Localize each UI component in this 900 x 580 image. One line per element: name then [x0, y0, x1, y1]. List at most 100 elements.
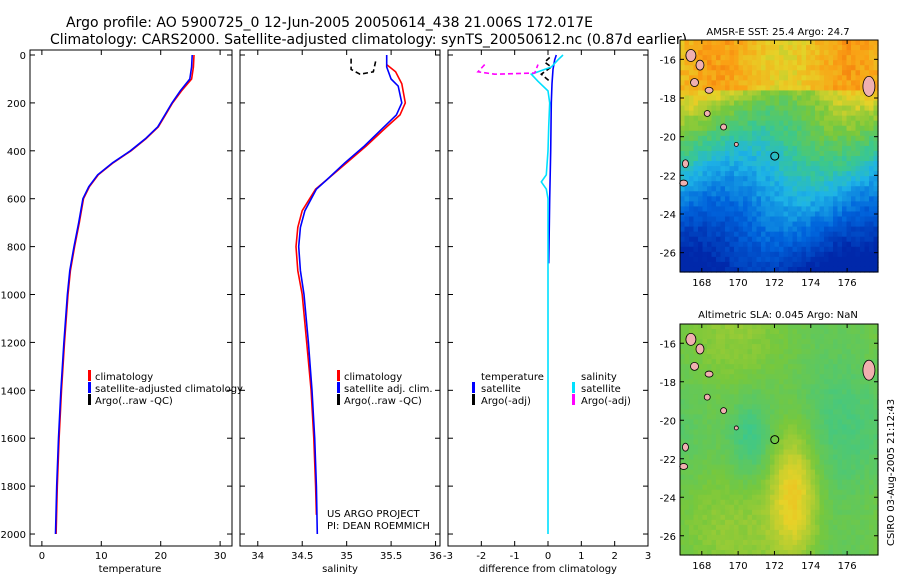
map-cell — [725, 434, 731, 441]
map-cell — [693, 389, 699, 395]
map-cell — [747, 499, 753, 506]
map-cell — [846, 65, 852, 71]
map-cell — [725, 226, 731, 233]
map-cell — [774, 105, 780, 112]
map-cell — [689, 544, 695, 551]
map-cell — [770, 186, 776, 192]
map-cell — [770, 80, 776, 86]
map-cell — [779, 439, 785, 446]
map-cell — [729, 85, 735, 92]
map-cell — [765, 140, 771, 147]
map-cell — [842, 266, 848, 273]
map-cell — [756, 55, 762, 61]
legend-temp-argo: Argo(-adj) — [481, 396, 531, 407]
map-cell — [707, 529, 713, 536]
map-cell — [743, 459, 749, 466]
map-cell — [860, 45, 866, 51]
map-cell — [729, 334, 735, 340]
map-cell — [828, 374, 834, 380]
map-cell — [860, 65, 866, 71]
map-cell — [819, 404, 825, 410]
map-cell — [815, 65, 821, 71]
map-cell — [783, 50, 789, 56]
map-cell — [729, 379, 735, 385]
map-cell — [797, 494, 803, 501]
map-cell — [797, 439, 803, 446]
map-cell — [864, 349, 870, 355]
map-cell — [842, 95, 848, 102]
map-cell — [711, 100, 717, 107]
map-cell — [810, 266, 816, 273]
map-cell — [707, 354, 713, 360]
map-cell — [752, 55, 758, 61]
map-cell — [747, 130, 753, 137]
map-cell — [680, 499, 686, 506]
map-cell — [770, 221, 776, 228]
map-cell — [846, 221, 852, 228]
map-cell — [689, 549, 695, 556]
map-cell — [756, 45, 762, 51]
map-cell — [770, 110, 776, 117]
map-cell — [689, 156, 695, 162]
map-cell — [792, 429, 798, 436]
map-cell — [689, 120, 695, 127]
map-cell — [743, 514, 749, 521]
map-cell — [806, 145, 812, 152]
map-cell — [851, 186, 857, 192]
map-cell — [860, 339, 866, 345]
map-cell — [711, 339, 717, 345]
map-cell — [720, 489, 726, 496]
map-cell — [747, 70, 753, 76]
map-cell — [747, 120, 753, 127]
map-cell — [824, 191, 830, 197]
map-cell — [774, 135, 780, 142]
map-cell — [779, 130, 785, 137]
header-line2: Climatology: CARS2000. Satellite-adjuste… — [50, 32, 687, 48]
map-cell — [734, 60, 740, 66]
map-cell — [693, 504, 699, 511]
map-cell — [828, 266, 834, 273]
map-cell — [720, 110, 726, 117]
map-cell — [792, 186, 798, 192]
map-cell — [855, 140, 861, 147]
map-cell — [828, 186, 834, 192]
map-cell — [806, 201, 812, 208]
map-cell — [689, 60, 695, 66]
map-cell — [828, 359, 834, 365]
map-cell — [783, 349, 789, 355]
map-cell — [815, 236, 821, 243]
map-cell — [752, 201, 758, 208]
map-cell — [702, 324, 708, 330]
map-cell — [747, 349, 753, 355]
map-cell — [828, 226, 834, 233]
map-cell — [729, 246, 735, 253]
map-cell — [680, 125, 686, 132]
map-cell — [860, 246, 866, 253]
map-cell — [752, 374, 758, 380]
map-cell — [747, 140, 753, 147]
map-cell — [833, 424, 839, 431]
map-cell — [851, 449, 857, 456]
map-cell — [873, 389, 879, 395]
map-cell — [824, 329, 830, 335]
map-cell — [725, 539, 731, 546]
map-cell — [765, 544, 771, 551]
map-cell — [792, 529, 798, 536]
map-cell — [792, 544, 798, 551]
map-cell — [860, 389, 866, 395]
map-cell — [702, 474, 708, 481]
map-cell — [761, 459, 767, 466]
map-cell — [747, 166, 753, 172]
map-cell — [756, 414, 762, 421]
map-cell — [711, 534, 717, 541]
map-cell — [716, 529, 722, 536]
map-cell — [725, 206, 731, 213]
map-cell — [770, 206, 776, 213]
map-cell — [693, 130, 699, 137]
map-cell — [837, 324, 843, 330]
map-cell — [729, 75, 735, 81]
map-cell — [738, 324, 744, 330]
map-cell — [774, 524, 780, 531]
map-cell — [797, 339, 803, 345]
map-cell — [761, 70, 767, 76]
